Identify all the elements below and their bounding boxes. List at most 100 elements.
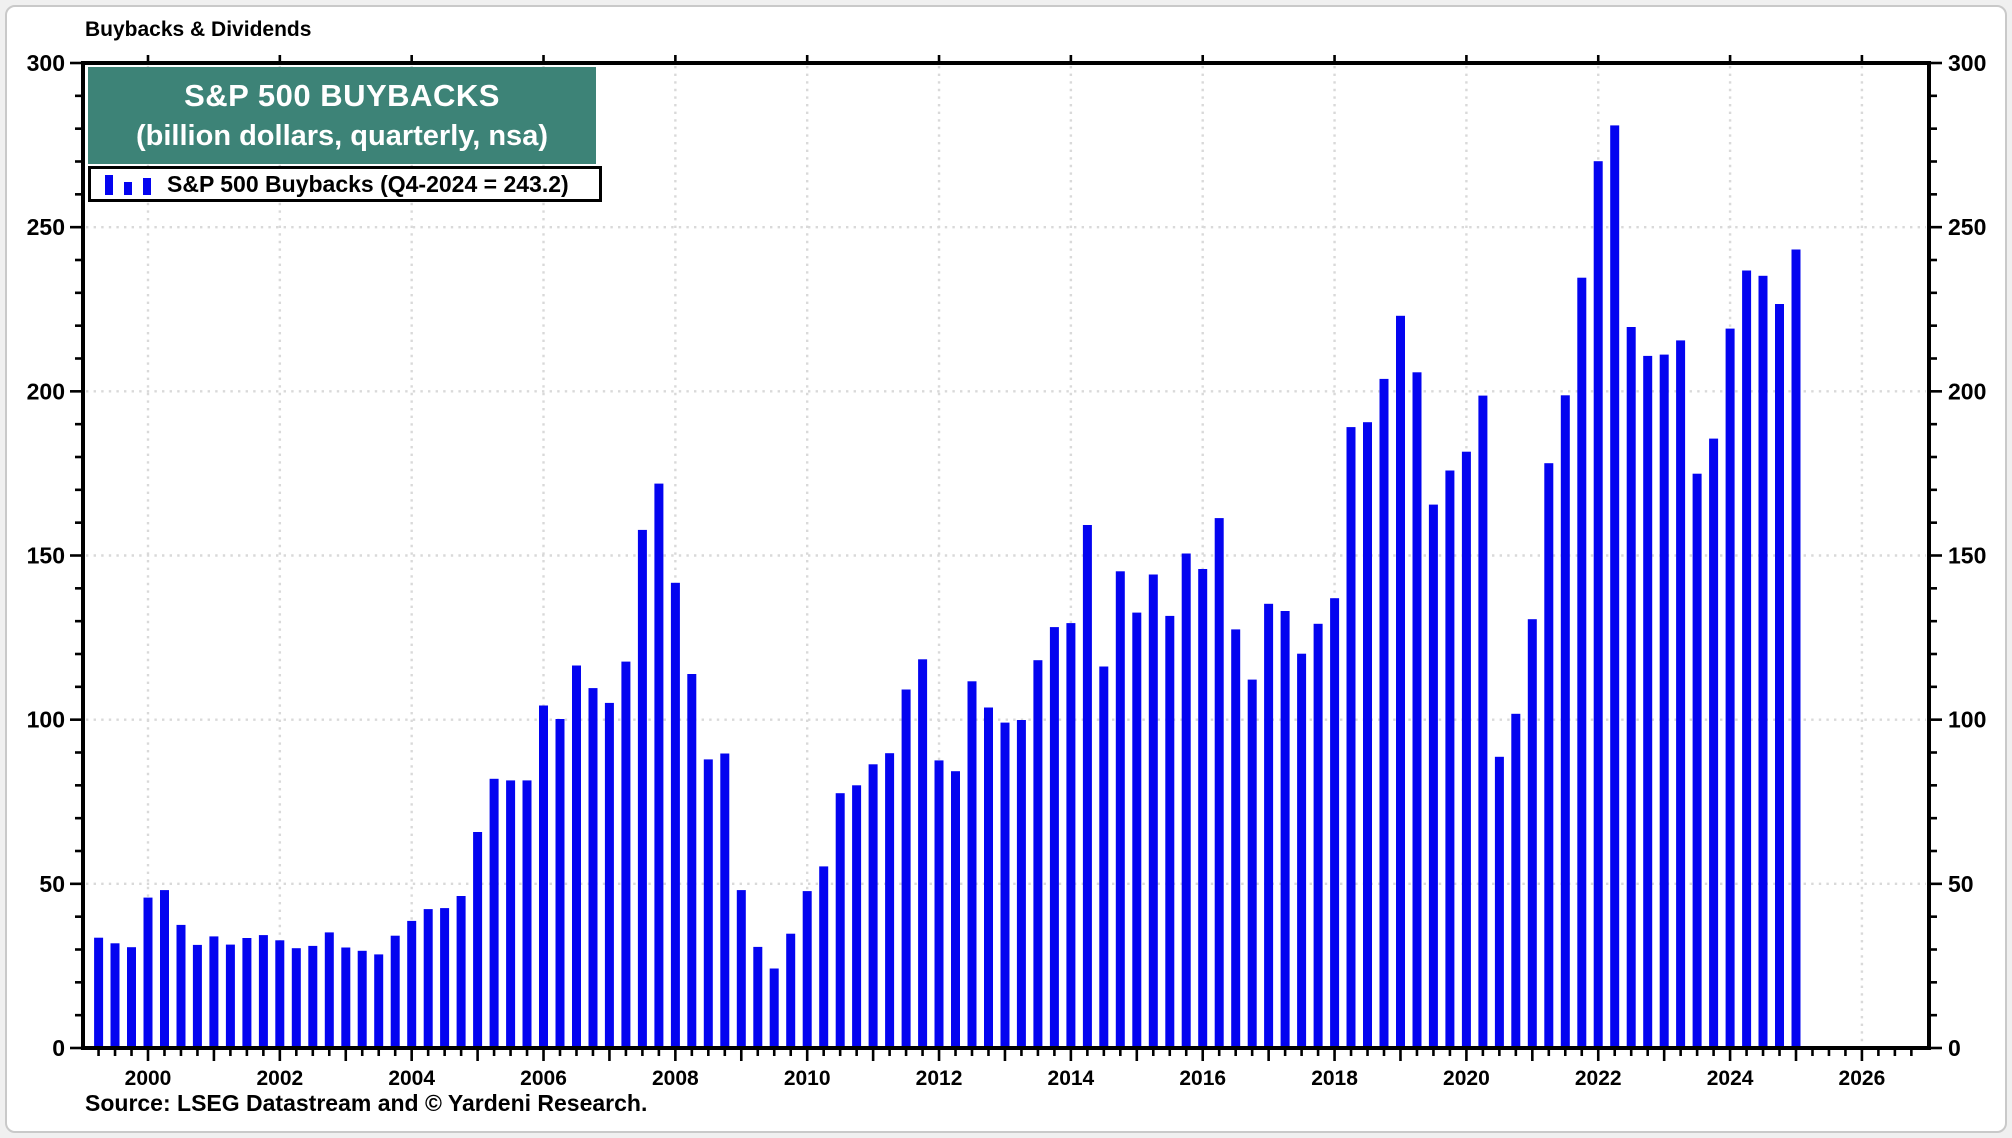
x-axis-year-label: 2002	[256, 1067, 303, 1090]
buyback-bar	[1577, 277, 1587, 1048]
buyback-bar	[1016, 720, 1026, 1048]
buyback-bar	[143, 897, 153, 1048]
y-axis-label-left: 250	[27, 214, 65, 240]
buyback-bar	[473, 832, 483, 1048]
y-axis-label-left: 50	[39, 871, 65, 897]
buyback-bar	[291, 948, 301, 1048]
buyback-bar	[1346, 427, 1356, 1049]
buyback-bar	[1247, 679, 1257, 1048]
buyback-bar	[1692, 473, 1702, 1048]
buyback-bar	[1742, 270, 1752, 1048]
buyback-bar	[308, 945, 318, 1048]
buyback-bar	[670, 582, 680, 1048]
buyback-bar	[885, 753, 895, 1048]
buyback-bar	[456, 896, 466, 1048]
buyback-bar	[489, 778, 499, 1048]
buyback-bar	[1148, 574, 1158, 1048]
buyback-bar	[802, 891, 812, 1048]
buyback-bar	[1527, 619, 1537, 1048]
x-axis-year-label: 2022	[1575, 1067, 1622, 1090]
buyback-bar	[1000, 722, 1010, 1048]
buyback-bar	[1198, 569, 1208, 1048]
buyback-bar	[835, 793, 845, 1048]
x-axis-year-label: 2024	[1707, 1067, 1754, 1090]
buyback-bar	[258, 935, 268, 1048]
y-axis-label-right: 50	[1948, 871, 1974, 897]
buyback-bar	[1330, 598, 1340, 1048]
buyback-bar	[423, 909, 433, 1048]
buyback-bar	[1610, 125, 1620, 1048]
buyback-bar	[1775, 304, 1784, 1048]
y-axis-label-right: 0	[1948, 1035, 1961, 1061]
buyback-bar	[324, 932, 334, 1048]
buyback-bar	[1313, 623, 1323, 1048]
y-axis-label-right: 300	[1948, 50, 1986, 76]
buyback-bar	[555, 719, 565, 1048]
y-axis-label-right: 200	[1948, 378, 1986, 404]
buyback-bar	[539, 705, 548, 1048]
y-axis-label-right: 150	[1948, 543, 1986, 569]
buyback-bar	[407, 920, 417, 1048]
x-axis-year-label: 2026	[1839, 1067, 1886, 1090]
buyback-bar	[1214, 518, 1224, 1048]
y-axis-label-right: 100	[1948, 707, 1986, 733]
buyback-bar	[1115, 571, 1125, 1048]
buyback-bar	[1165, 615, 1175, 1048]
buyback-bar	[1758, 275, 1768, 1048]
buyback-bar	[951, 771, 960, 1048]
buyback-bar	[918, 659, 928, 1048]
buyback-bar	[588, 688, 598, 1048]
buyback-bar	[341, 947, 351, 1048]
buyback-bar	[1494, 756, 1504, 1048]
buyback-bar	[1396, 315, 1405, 1048]
chart-title-line1: S&P 500 BUYBACKS	[184, 78, 500, 113]
buyback-bar	[440, 908, 450, 1048]
buyback-bar	[506, 780, 516, 1048]
buyback-bar	[868, 764, 878, 1048]
buyback-bar	[522, 780, 532, 1048]
y-axis-label-right: 250	[1948, 214, 1986, 240]
source-note: Source: LSEG Datastream and © Yardeni Re…	[85, 1090, 648, 1116]
buyback-bar	[160, 890, 169, 1048]
buyback-bar	[192, 944, 202, 1048]
buyback-bar	[1593, 161, 1603, 1048]
buyback-bar	[1659, 354, 1669, 1049]
buyback-bar	[1066, 623, 1076, 1048]
buyback-bar	[1511, 713, 1521, 1048]
chart-title-box: S&P 500 BUYBACKS (billion dollars, quart…	[88, 67, 596, 164]
buyback-bar	[1791, 249, 1801, 1048]
buyback-bar	[984, 707, 993, 1048]
buyback-bar	[357, 950, 367, 1048]
x-axis-year-label: 2012	[916, 1067, 963, 1090]
buyback-bar	[1643, 355, 1653, 1048]
legend-label: S&P 500 Buybacks (Q4-2024 = 243.2)	[167, 170, 569, 197]
buyback-bar	[110, 943, 120, 1048]
buyback-bar	[769, 968, 779, 1048]
buyback-bar	[1363, 422, 1372, 1048]
buyback-bar	[1478, 395, 1488, 1049]
buyback-bar	[94, 937, 104, 1048]
buyback-bar	[967, 681, 977, 1048]
buyback-bar	[604, 702, 614, 1048]
buyback-bar	[225, 944, 235, 1048]
buyback-bar	[1428, 504, 1438, 1049]
buyback-bar	[786, 933, 796, 1048]
y-axis-label-left: 100	[27, 707, 65, 733]
buyback-bar	[209, 936, 219, 1048]
x-axis-year-label: 2006	[520, 1067, 567, 1090]
buyback-bar	[1560, 395, 1570, 1048]
y-axis-label-left: 300	[27, 50, 65, 76]
bar-series-icon	[105, 175, 151, 195]
buyback-bar	[1082, 525, 1092, 1048]
buyback-bar	[901, 689, 911, 1048]
buyback-bar	[127, 947, 136, 1048]
buyback-bar	[176, 924, 186, 1048]
buyback-bar	[1231, 629, 1241, 1048]
page-title: Buybacks & Dividends	[85, 18, 312, 41]
buyback-bar	[687, 674, 697, 1048]
buyback-bar	[654, 483, 664, 1049]
chart-title-line2: (billion dollars, quarterly, nsa)	[136, 120, 548, 152]
buyback-bar	[1544, 463, 1554, 1048]
x-axis-year-label: 2010	[784, 1067, 831, 1090]
